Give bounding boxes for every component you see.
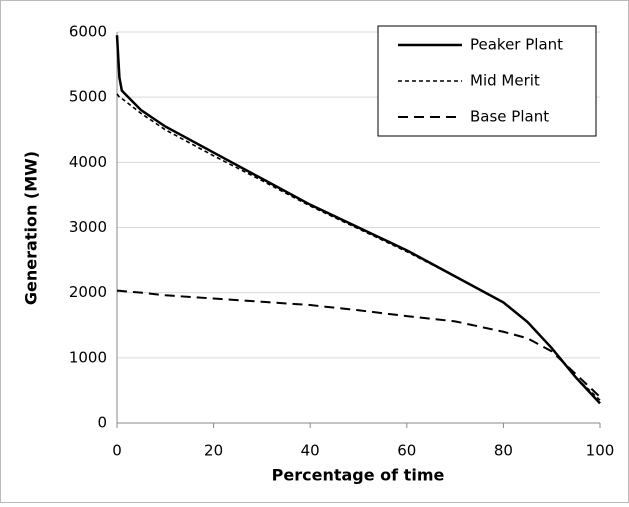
y-tick-label: 6000 [69,23,107,41]
legend-label: Peaker Plant [470,36,563,54]
x-tick-label: 0 [112,442,122,460]
y-tick-label: 2000 [69,283,107,301]
y-tick-label: 5000 [69,88,107,106]
x-tick-label: 80 [494,442,513,460]
legend-label: Base Plant [470,108,549,126]
y-tick-label: 1000 [69,348,107,366]
y-tick-label: 0 [97,414,107,432]
x-tick-label: 100 [586,442,615,460]
y-tick-label: 4000 [69,153,107,171]
x-axis-title: Percentage of time [272,466,445,485]
x-tick-label: 60 [397,442,416,460]
series-line [115,35,601,405]
x-tick-label: 20 [204,442,223,460]
y-tick-label: 3000 [69,218,107,236]
x-tick-label: 40 [301,442,320,460]
legend-label: Mid Merit [470,72,540,90]
y-axis-title: Generation (MW) [22,151,41,305]
